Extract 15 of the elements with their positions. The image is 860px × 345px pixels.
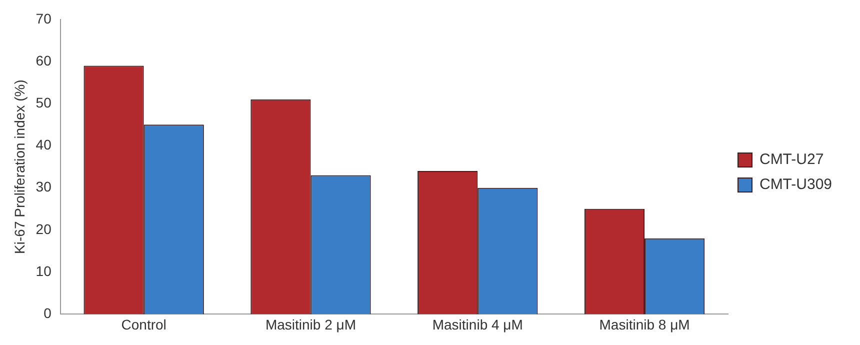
x-tick-label: Masitinib 4 μM [432,316,523,332]
y-tick-label: 30 [36,178,52,195]
x-tick-label: Control [121,316,166,332]
y-tick-label: 40 [36,136,52,153]
legend-label: CMT-U27 [759,151,824,168]
legend-label: CMT-U309 [759,176,832,194]
y-tick-label: 10 [36,262,52,279]
x-tick-label: Masitinib 8 μM [599,316,690,332]
y-tick-label: 70 [36,10,52,26]
y-tick-label: 0 [44,305,52,322]
y-axis-title: Ki-67 Proliferation index (%) [11,80,28,254]
x-tick-label: Masitinib 2 μM [265,316,356,332]
y-tick-label: 50 [36,94,52,110]
y-tick-label: 20 [36,220,52,237]
y-tick-label: 60 [36,52,52,68]
